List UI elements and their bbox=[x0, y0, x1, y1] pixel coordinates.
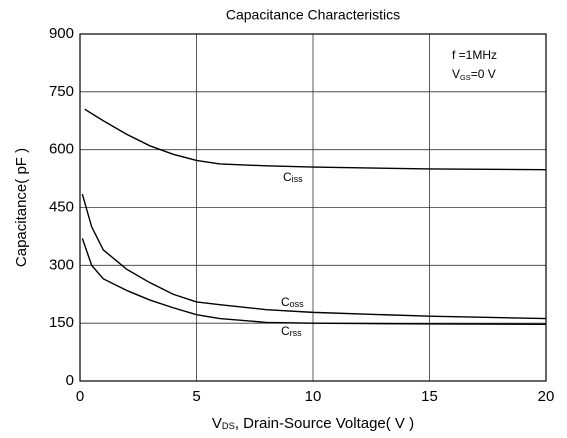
series-label-part: C bbox=[281, 324, 290, 338]
annotation: VGS=0 V bbox=[452, 67, 496, 82]
x-axis-label: VDS, Drain-Source Voltage( V ) bbox=[212, 415, 414, 432]
annotation-part: GS bbox=[460, 73, 471, 82]
annotation-part: f =1MHz bbox=[452, 48, 497, 62]
series-label-part: C bbox=[283, 170, 292, 184]
annotation-part: =0 V bbox=[471, 67, 496, 81]
series-line bbox=[81, 193, 547, 320]
x-tick-label: 5 bbox=[192, 388, 200, 405]
series-label-part: oss bbox=[290, 299, 305, 309]
series-line bbox=[84, 108, 547, 171]
x-tick-label: 0 bbox=[76, 388, 84, 405]
series-label: Crss bbox=[281, 324, 302, 338]
y-tick-label: 450 bbox=[49, 198, 74, 215]
series-label: Ciss bbox=[283, 170, 303, 184]
x-axis-label-part: V bbox=[212, 415, 222, 432]
y-axis-label: Capacitance( pF ) bbox=[13, 148, 30, 267]
x-axis-label-part: DS bbox=[222, 421, 235, 431]
x-tick-label: 10 bbox=[305, 388, 322, 405]
y-tick-label: 750 bbox=[49, 83, 74, 100]
y-tick-label: 900 bbox=[49, 25, 74, 42]
series-label-part: rss bbox=[290, 328, 302, 338]
x-tick-label: 15 bbox=[421, 388, 438, 405]
series-label: Coss bbox=[281, 295, 304, 309]
series-label-part: iss bbox=[292, 174, 303, 184]
x-axis-label-part: , Drain-Source Voltage( V ) bbox=[235, 415, 414, 432]
plot-frame bbox=[79, 33, 547, 382]
series-label-part: C bbox=[281, 295, 290, 309]
annotation-part: V bbox=[452, 67, 460, 81]
y-tick-label: 300 bbox=[49, 256, 74, 273]
y-tick-label: 150 bbox=[49, 314, 74, 331]
series-line bbox=[81, 238, 547, 326]
chart-title: Capacitance Characteristics bbox=[226, 7, 400, 23]
y-tick-label: 600 bbox=[49, 141, 74, 158]
x-tick-label: 20 bbox=[538, 388, 555, 405]
annotation: f =1MHz bbox=[452, 48, 497, 62]
y-tick-label: 0 bbox=[66, 372, 74, 389]
